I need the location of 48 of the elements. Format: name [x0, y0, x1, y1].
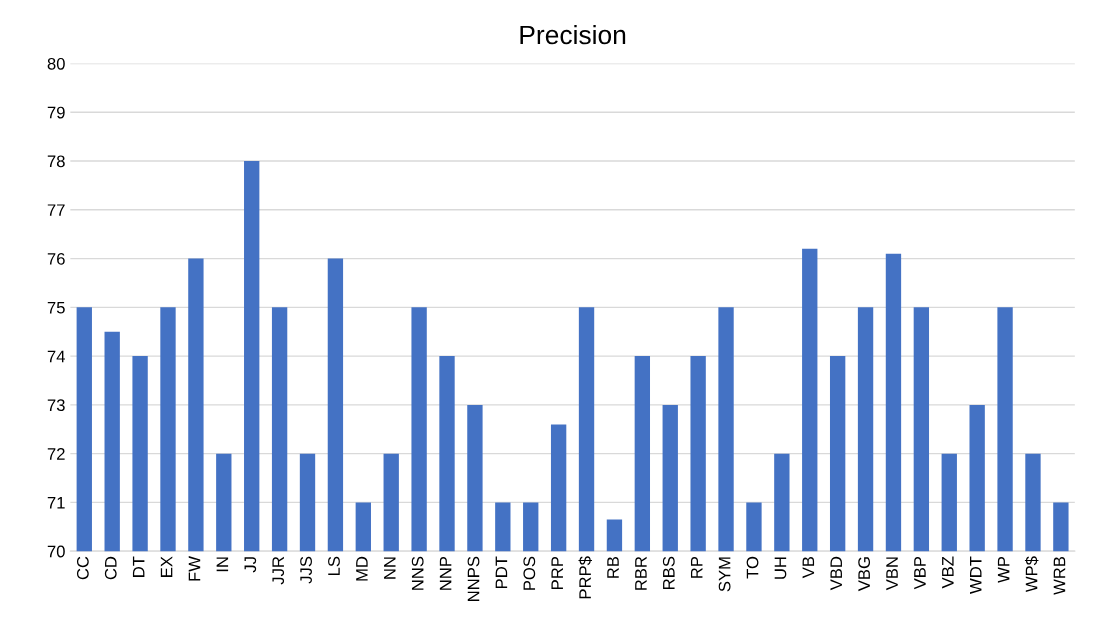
x-tick-label: NNPS	[467, 556, 480, 601]
x-tick-label: PRP	[551, 556, 563, 589]
y-tick-label: 74	[47, 350, 65, 363]
x-tick-label: PRP$	[578, 556, 592, 599]
y-tick-label: 72	[47, 448, 65, 460]
x-tick-label: WDT	[970, 556, 982, 594]
x-tick-label: JJ	[244, 557, 257, 573]
x-tick-label: LS	[328, 556, 340, 576]
y-tick-label: 70	[47, 545, 65, 558]
x-tick-label: POS	[523, 556, 536, 590]
x-tick-label: IN	[216, 557, 229, 572]
y-tick-label: 78	[47, 155, 65, 168]
x-tick-label: FW	[188, 556, 201, 581]
x-tick-label: RBS	[662, 556, 675, 589]
x-tick-label: VBD	[830, 556, 842, 591]
x-tick-label: DT	[132, 556, 145, 577]
x-tick-label: WP$	[1024, 556, 1039, 593]
x-tick-label: RB	[607, 556, 619, 578]
x-tick-label: VB	[802, 556, 815, 579]
chart-title: Precision	[520, 24, 626, 45]
x-tick-label: CD	[104, 556, 117, 580]
x-tick-label: VBN	[886, 557, 898, 591]
x-tick-label: NNP	[439, 556, 452, 590]
x-tick-label: WP	[997, 556, 1010, 583]
y-tick-label: 75	[47, 301, 65, 314]
x-tick-label: JJR	[272, 556, 285, 585]
x-tick-label: UH	[774, 557, 787, 579]
y-tick-label: 79	[47, 106, 65, 119]
y-tick-label: 73	[47, 399, 65, 412]
x-tick-label: MD	[356, 556, 368, 581]
x-tick-label: TO	[746, 556, 759, 579]
y-tick-label: 80	[47, 57, 65, 70]
y-tick-label: 71	[47, 496, 65, 509]
x-tick-label: CC	[76, 556, 89, 580]
y-tick-label: 77	[47, 204, 65, 216]
x-tick-label: JJS	[300, 556, 312, 584]
x-tick-label: VBP	[914, 556, 926, 590]
x-tick-label: NN	[384, 557, 396, 579]
y-tick-label: 76	[47, 252, 65, 265]
x-tick-label: RP	[690, 556, 703, 578]
x-tick-label: VBG	[858, 557, 871, 592]
x-tick-label: PDT	[495, 556, 508, 589]
x-tick-label: VBZ	[942, 556, 954, 589]
x-tick-label: WRB	[1053, 556, 1066, 595]
x-tick-label: RBR	[635, 556, 647, 590]
x-tick-label: EX	[160, 556, 173, 577]
x-tick-label: SYM	[718, 557, 731, 592]
x-tick-label: NNS	[411, 556, 424, 590]
